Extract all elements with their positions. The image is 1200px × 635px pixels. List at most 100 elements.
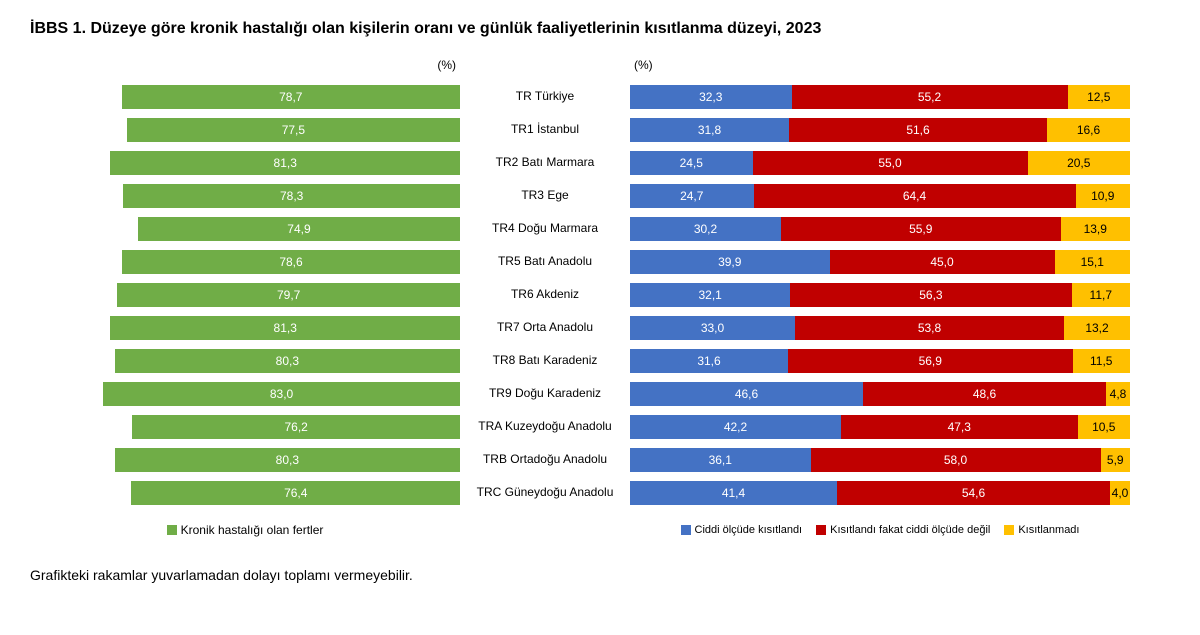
left-bar: 80,3 bbox=[115, 349, 460, 373]
legend-item-s3: Kısıtlanmadı bbox=[1004, 524, 1079, 536]
segment-s1: 32,3 bbox=[630, 85, 792, 109]
right-bar-row: 30,255,913,9 bbox=[630, 212, 1130, 245]
region-label: TR1 İstanbul bbox=[460, 113, 630, 146]
segment-s3: 12,5 bbox=[1068, 85, 1131, 109]
segment-s3: 4,0 bbox=[1110, 481, 1130, 505]
segment-s3: 10,5 bbox=[1078, 415, 1131, 439]
region-label: TRC Güneydoğu Anadolu bbox=[460, 476, 630, 509]
legends-row: Kronik hastalığı olan fertler Ciddi ölçü… bbox=[30, 523, 1170, 537]
swatch-s2 bbox=[816, 525, 826, 535]
legend-label-s3: Kısıtlanmadı bbox=[1018, 524, 1079, 536]
segment-s1: 46,6 bbox=[630, 382, 863, 406]
stacked-bar: 30,255,913,9 bbox=[630, 217, 1130, 241]
segment-s2: 53,8 bbox=[795, 316, 1064, 340]
right-bar-row: 33,053,813,2 bbox=[630, 311, 1130, 344]
swatch-s3 bbox=[1004, 525, 1014, 535]
left-bar: 78,3 bbox=[123, 184, 460, 208]
segment-s2: 55,2 bbox=[792, 85, 1068, 109]
stacked-bar: 39,945,015,1 bbox=[630, 250, 1130, 274]
right-pct-header: (%) bbox=[630, 58, 1130, 74]
left-bar: 78,6 bbox=[122, 250, 460, 274]
right-bar-row: 24,555,020,5 bbox=[630, 146, 1130, 179]
left-bar: 81,3 bbox=[110, 316, 460, 340]
segment-s2: 56,9 bbox=[788, 349, 1073, 373]
region-labels-column: TR TürkiyeTR1 İstanbulTR2 Batı MarmaraTR… bbox=[460, 58, 630, 509]
left-bar-row: 74,9 bbox=[30, 212, 460, 245]
stacked-bar: 24,764,410,9 bbox=[630, 184, 1130, 208]
right-bar-row: 32,355,212,5 bbox=[630, 80, 1130, 113]
right-bar-row: 41,454,64,0 bbox=[630, 476, 1130, 509]
segment-s1: 31,6 bbox=[630, 349, 788, 373]
right-bar-row: 42,247,310,5 bbox=[630, 410, 1130, 443]
left-bar: 78,7 bbox=[122, 85, 460, 109]
legend-label-chronic: Kronik hastalığı olan fertler bbox=[181, 523, 324, 537]
legend-label-s2: Kısıtlandı fakat ciddi ölçüde değil bbox=[830, 524, 990, 536]
segment-s2: 56,3 bbox=[790, 283, 1071, 307]
left-bar: 79,7 bbox=[117, 283, 460, 307]
left-bar-row: 78,6 bbox=[30, 245, 460, 278]
stacked-bar: 33,053,813,2 bbox=[630, 316, 1130, 340]
left-bar: 76,4 bbox=[131, 481, 460, 505]
chart-title: İBBS 1. Düzeye göre kronik hastalığı ola… bbox=[30, 20, 1170, 38]
segment-s3: 20,5 bbox=[1028, 151, 1131, 175]
left-bar-row: 80,3 bbox=[30, 344, 460, 377]
stacked-bar: 32,156,311,7 bbox=[630, 283, 1130, 307]
region-label: TR5 Batı Anadolu bbox=[460, 245, 630, 278]
legend-item-s1: Ciddi ölçüde kısıtlandı bbox=[681, 524, 803, 536]
right-legend: Ciddi ölçüde kısıtlandı Kısıtlandı fakat… bbox=[630, 523, 1130, 537]
segment-s3: 11,7 bbox=[1072, 283, 1130, 307]
segment-s2: 45,0 bbox=[830, 250, 1055, 274]
left-bar: 76,2 bbox=[132, 415, 460, 439]
stacked-bar: 42,247,310,5 bbox=[630, 415, 1130, 439]
region-label: TR9 Doğu Karadeniz bbox=[460, 377, 630, 410]
segment-s1: 36,1 bbox=[630, 448, 811, 472]
right-bar-row: 24,764,410,9 bbox=[630, 179, 1130, 212]
left-chart: (%) 78,777,581,378,374,978,679,781,380,3… bbox=[30, 58, 460, 509]
left-bar: 81,3 bbox=[110, 151, 460, 175]
segment-s2: 48,6 bbox=[863, 382, 1106, 406]
left-bar-row: 80,3 bbox=[30, 443, 460, 476]
segment-s3: 13,2 bbox=[1064, 316, 1130, 340]
left-bar: 80,3 bbox=[115, 448, 460, 472]
region-label: TR6 Akdeniz bbox=[460, 278, 630, 311]
left-bar: 83,0 bbox=[103, 382, 460, 406]
segment-s2: 58,0 bbox=[811, 448, 1101, 472]
stacked-bar: 32,355,212,5 bbox=[630, 85, 1130, 109]
charts-container: (%) 78,7 77,5 81,3 78,3 74,9 78,6 79,7 81,3 80,3… bbox=[30, 58, 1170, 509]
segment-s3: 15,1 bbox=[1055, 250, 1131, 274]
segment-s3: 4,8 bbox=[1106, 382, 1130, 406]
right-bar-row: 31,851,616,6 bbox=[630, 113, 1130, 146]
right-bar-row: 36,158,05,9 bbox=[630, 443, 1130, 476]
swatch-chronic bbox=[167, 525, 177, 535]
segment-s2: 55,0 bbox=[753, 151, 1028, 175]
segment-s1: 24,7 bbox=[630, 184, 754, 208]
right-bar-row: 31,656,911,5 bbox=[630, 344, 1130, 377]
left-bar-row: 76,2 bbox=[30, 410, 460, 443]
left-bar-row: 79,7 bbox=[30, 278, 460, 311]
segment-s1: 31,8 bbox=[630, 118, 789, 142]
right-chart: (%) 32,355,212,5 31,851,616,6 24,555,020,5… bbox=[630, 58, 1130, 509]
segment-s3: 11,5 bbox=[1073, 349, 1131, 373]
segment-s1: 39,9 bbox=[630, 250, 830, 274]
region-label: TR Türkiye bbox=[460, 80, 630, 113]
segment-s3: 16,6 bbox=[1047, 118, 1130, 142]
segment-s3: 5,9 bbox=[1101, 448, 1131, 472]
segment-s2: 64,4 bbox=[754, 184, 1076, 208]
left-bar-row: 83,0 bbox=[30, 377, 460, 410]
region-label: TR4 Doğu Marmara bbox=[460, 212, 630, 245]
labels-spacer bbox=[460, 58, 630, 74]
stacked-bar: 36,158,05,9 bbox=[630, 448, 1130, 472]
footnote: Grafikteki rakamlar yuvarlamadan dolayı … bbox=[30, 567, 1170, 583]
left-bar: 77,5 bbox=[127, 118, 460, 142]
stacked-bar: 31,851,616,6 bbox=[630, 118, 1130, 142]
segment-s3: 13,9 bbox=[1061, 217, 1131, 241]
segment-s1: 24,5 bbox=[630, 151, 753, 175]
stacked-bar: 46,648,64,8 bbox=[630, 382, 1130, 406]
segment-s1: 42,2 bbox=[630, 415, 841, 439]
segment-s1: 41,4 bbox=[630, 481, 837, 505]
left-bar-row: 81,3 bbox=[30, 311, 460, 344]
right-bar-row: 39,945,015,1 bbox=[630, 245, 1130, 278]
stacked-bar: 24,555,020,5 bbox=[630, 151, 1130, 175]
segment-s2: 51,6 bbox=[789, 118, 1047, 142]
left-legend: Kronik hastalığı olan fertler bbox=[30, 523, 460, 537]
